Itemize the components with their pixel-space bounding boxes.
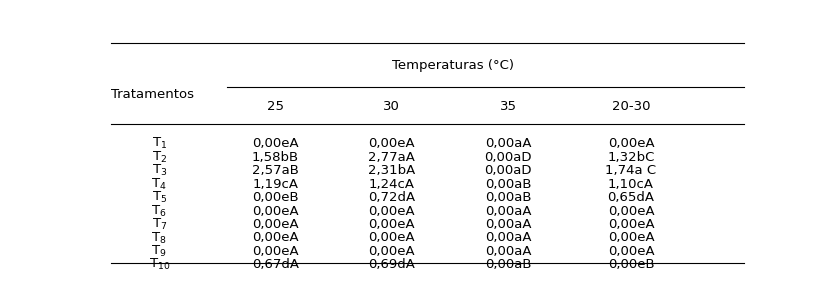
- Text: 25: 25: [267, 100, 284, 113]
- Text: T$_4$: T$_4$: [152, 177, 167, 192]
- Text: 0,00aA: 0,00aA: [485, 245, 531, 258]
- Text: 1,24cA: 1,24cA: [369, 178, 414, 191]
- Text: Tratamentos: Tratamentos: [111, 88, 193, 101]
- Text: 0,00eA: 0,00eA: [369, 205, 415, 218]
- Text: 0,00aB: 0,00aB: [485, 178, 531, 191]
- Text: 2,31bA: 2,31bA: [369, 164, 415, 177]
- Text: 0,00aB: 0,00aB: [485, 258, 531, 272]
- Text: T$_{10}$: T$_{10}$: [148, 257, 170, 272]
- Text: 0,00eA: 0,00eA: [608, 137, 655, 150]
- Text: T$_1$: T$_1$: [152, 136, 167, 151]
- Text: 0,00eB: 0,00eB: [608, 258, 655, 272]
- Text: 0,00aA: 0,00aA: [485, 205, 531, 218]
- Text: 0,00eA: 0,00eA: [252, 137, 299, 150]
- Text: 0,00eA: 0,00eA: [608, 231, 655, 244]
- Text: 0,00eA: 0,00eA: [369, 245, 415, 258]
- Text: 30: 30: [384, 100, 400, 113]
- Text: 1,19cA: 1,19cA: [253, 178, 299, 191]
- Text: 35: 35: [500, 100, 517, 113]
- Text: T$_9$: T$_9$: [152, 244, 167, 259]
- Text: 0,00aD: 0,00aD: [485, 151, 532, 164]
- Text: 0,00aD: 0,00aD: [485, 164, 532, 177]
- Text: 1,10cA: 1,10cA: [608, 178, 654, 191]
- Text: 1,32bC: 1,32bC: [607, 151, 655, 164]
- Text: 2,77aA: 2,77aA: [369, 151, 415, 164]
- Text: 0,00eA: 0,00eA: [369, 218, 415, 231]
- Text: 1,74a C: 1,74a C: [605, 164, 656, 177]
- Text: 0,00eA: 0,00eA: [608, 205, 655, 218]
- Text: 0,00aA: 0,00aA: [485, 137, 531, 150]
- Text: 0,00eA: 0,00eA: [369, 231, 415, 244]
- Text: T$_3$: T$_3$: [152, 163, 167, 178]
- Text: 0,67dA: 0,67dA: [252, 258, 299, 272]
- Text: Temperaturas (°C): Temperaturas (°C): [392, 59, 515, 72]
- Text: 1,58bB: 1,58bB: [252, 151, 299, 164]
- Text: 0,00eA: 0,00eA: [252, 205, 299, 218]
- Text: T$_2$: T$_2$: [152, 150, 167, 165]
- Text: 2,57aB: 2,57aB: [252, 164, 299, 177]
- Text: 0,72dA: 0,72dA: [369, 191, 415, 204]
- Text: 0,00aA: 0,00aA: [485, 218, 531, 231]
- Text: 0,65dA: 0,65dA: [607, 191, 655, 204]
- Text: 0,00eA: 0,00eA: [252, 231, 299, 244]
- Text: 0,00eA: 0,00eA: [252, 245, 299, 258]
- Text: 0,69dA: 0,69dA: [369, 258, 415, 272]
- Text: 0,00eA: 0,00eA: [252, 218, 299, 231]
- Text: 0,00eA: 0,00eA: [608, 218, 655, 231]
- Text: 0,00eB: 0,00eB: [252, 191, 299, 204]
- Text: T$_6$: T$_6$: [152, 203, 167, 219]
- Text: T$_5$: T$_5$: [152, 190, 167, 205]
- Text: 0,00eA: 0,00eA: [369, 137, 415, 150]
- Text: T$_7$: T$_7$: [152, 217, 167, 232]
- Text: 0,00aB: 0,00aB: [485, 191, 531, 204]
- Text: 0,00aA: 0,00aA: [485, 231, 531, 244]
- Text: 20-30: 20-30: [612, 100, 651, 113]
- Text: T$_8$: T$_8$: [152, 231, 167, 246]
- Text: 0,00eA: 0,00eA: [608, 245, 655, 258]
